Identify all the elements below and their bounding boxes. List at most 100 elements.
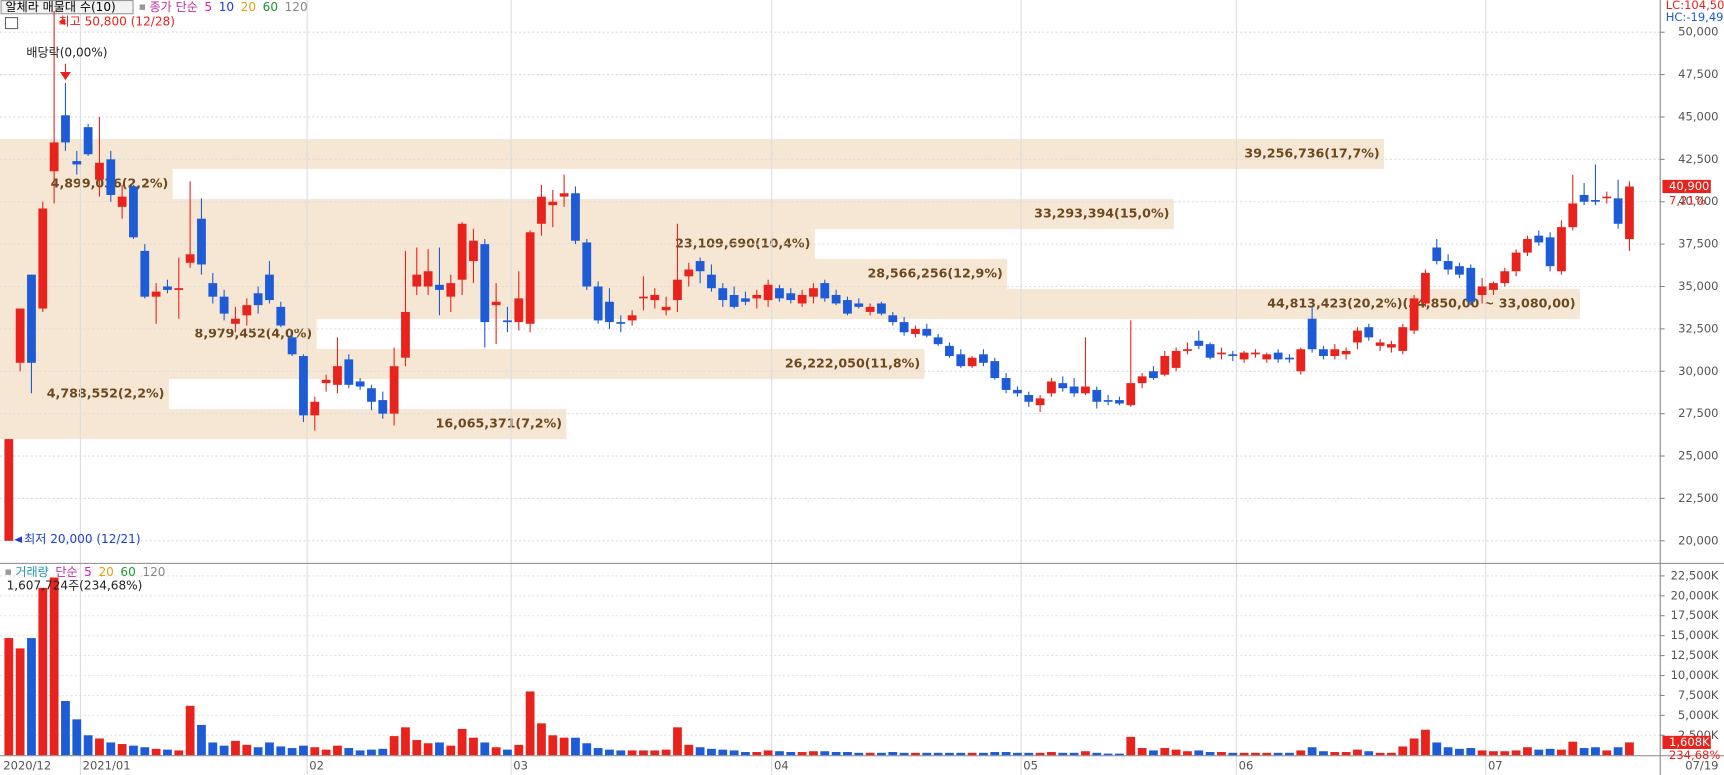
legend-item: 단순 <box>55 565 77 579</box>
band-label: 26,222,050(11,8%) <box>785 356 920 371</box>
candle-body <box>1047 381 1056 394</box>
volume-bar <box>582 743 592 756</box>
candle-body <box>367 388 376 402</box>
candle-body <box>1103 400 1113 402</box>
candle-body <box>344 359 354 385</box>
volume-bar <box>151 748 161 756</box>
volume-bar <box>1103 753 1113 756</box>
volume-bar <box>831 752 841 756</box>
candle-body <box>1477 286 1487 295</box>
low-annotation: 최저 20,000 (12/21) <box>24 532 140 546</box>
volume-bar <box>1409 738 1419 756</box>
last-price-label: 40,900 <box>1669 179 1709 193</box>
candle-body <box>435 284 444 290</box>
volume-bar <box>1194 750 1204 756</box>
candle-body <box>582 242 592 287</box>
volume-bar <box>537 723 546 756</box>
candle-body <box>412 274 422 287</box>
volume-bar <box>1455 748 1464 756</box>
last-price-change: 7,21% <box>1669 193 1706 207</box>
volume-bar <box>1296 750 1306 756</box>
candle-body <box>1183 349 1192 351</box>
volume-band <box>0 319 317 350</box>
candle-body <box>1239 352 1249 360</box>
candle-body <box>945 345 954 357</box>
x-tick-label: 06 <box>1239 759 1254 773</box>
candle-body <box>797 294 807 304</box>
volume-bar <box>1069 752 1079 756</box>
band-label: 33,293,394(15,0%) <box>1034 206 1169 221</box>
candle-body <box>820 283 830 299</box>
volume-bar <box>378 748 388 756</box>
legend-item: 거래량 <box>15 565 48 579</box>
candle-body <box>831 294 841 304</box>
y-tick-label: 25,000 <box>1678 449 1718 463</box>
candle-body <box>129 186 138 238</box>
volume-tick-label: 22,500K <box>1671 568 1719 582</box>
title-box[interactable] <box>0 0 134 15</box>
candle-body <box>389 366 399 414</box>
candle-body <box>1081 386 1090 394</box>
volume-bar <box>752 752 762 756</box>
volume-bar <box>1421 729 1430 756</box>
candle-body <box>1545 237 1555 267</box>
volume-bar <box>605 749 614 756</box>
candle-body <box>49 142 59 172</box>
candle-body <box>990 361 1000 379</box>
legend-item: 종가 단순 <box>150 0 198 14</box>
candle-body <box>1251 352 1260 355</box>
band-label: 39,256,736(17,7%) <box>1244 146 1379 161</box>
candle-body <box>1171 350 1181 368</box>
candle-body <box>650 294 660 301</box>
volume-bar <box>1149 750 1158 756</box>
volume-bar <box>310 747 320 756</box>
candle-body <box>1160 356 1170 375</box>
candle-body <box>775 288 784 299</box>
candle-body <box>1398 327 1408 351</box>
y-tick-label: 45,000 <box>1678 109 1718 123</box>
last-volume-box <box>1662 735 1711 749</box>
y-tick-label: 37,500 <box>1678 237 1718 251</box>
volume-bar <box>865 752 875 756</box>
volume-bar <box>253 747 263 756</box>
candle-body <box>355 381 365 387</box>
settings-icon[interactable] <box>4 17 19 30</box>
volume-bar <box>412 740 422 756</box>
volume-tick-label: 17,500K <box>1671 608 1719 622</box>
candle-body <box>1217 352 1226 355</box>
volume-bar <box>38 587 48 756</box>
volume-bar <box>1534 749 1544 756</box>
high-annotation: 최고 50,800 (12/28) <box>59 14 175 28</box>
low-arrow <box>14 536 22 543</box>
volume-bar <box>1058 752 1068 756</box>
volume-tick-label: 5,000K <box>1678 708 1719 722</box>
volume-bar <box>888 752 898 756</box>
ex-dividend-note: 배당락(0,00%) <box>26 45 107 59</box>
candle-body <box>1557 227 1566 272</box>
candle-body <box>38 208 48 309</box>
candle-body <box>933 337 943 345</box>
volume-bar <box>276 746 286 756</box>
volume-bar <box>729 750 739 756</box>
candle-body <box>1285 357 1294 360</box>
candle-body <box>1432 247 1442 262</box>
ex-dividend-arrow <box>60 63 71 81</box>
candle-body <box>1602 196 1612 199</box>
candle-body <box>763 284 773 301</box>
candle-body <box>480 244 490 323</box>
candle-body <box>1115 400 1124 404</box>
volume-tick-label: 7,500K <box>1678 688 1719 702</box>
volume-bar <box>1273 752 1283 756</box>
candle-body <box>72 161 82 165</box>
hc-indicator: HC:-19,49 <box>1666 10 1724 24</box>
volume-bar <box>15 648 25 756</box>
candle-body <box>684 269 694 277</box>
candle-body <box>1455 266 1464 275</box>
band-label: 23,109,690(10,4%) <box>675 236 810 251</box>
candle-body <box>378 400 388 414</box>
legend-item: 20 <box>241 0 256 14</box>
candle-body <box>1205 344 1215 358</box>
candle-body <box>1001 378 1011 390</box>
candle-body <box>979 354 988 363</box>
